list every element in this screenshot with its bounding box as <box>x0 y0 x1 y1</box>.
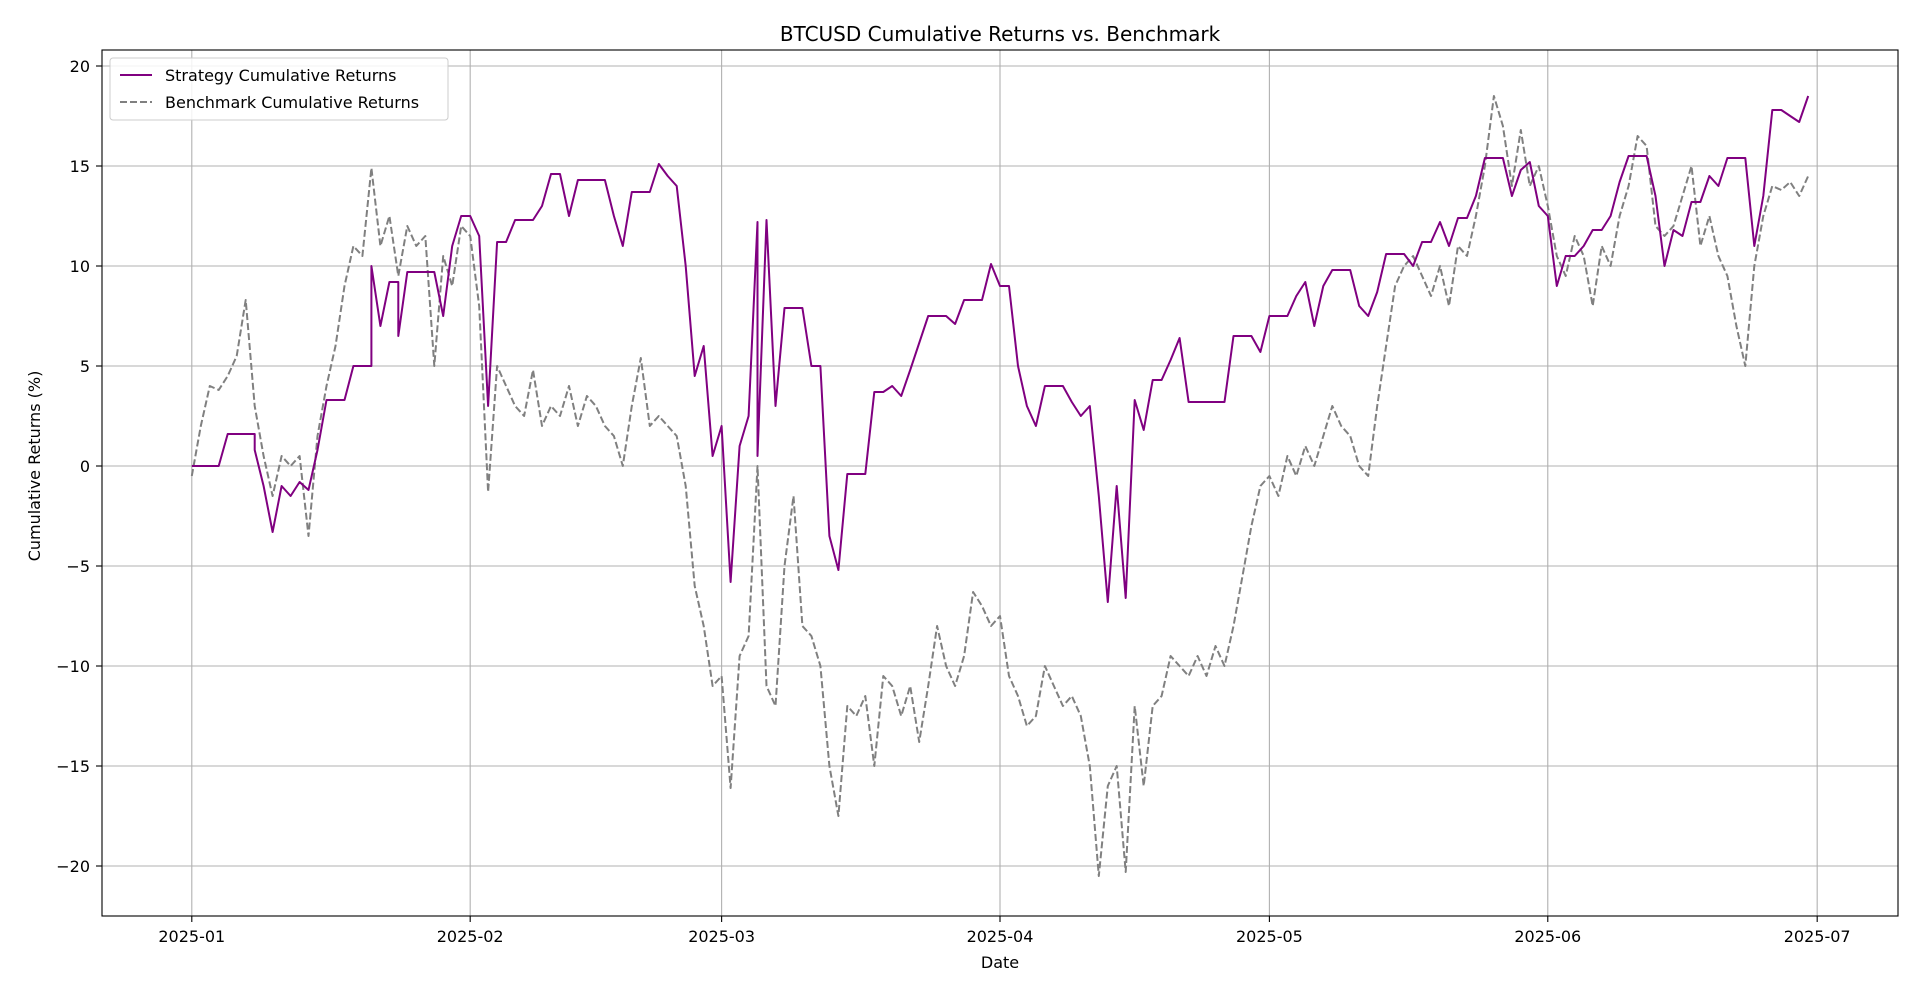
y-axis-title: Cumulative Returns (%) <box>25 371 44 562</box>
y-tick-label: −10 <box>56 657 90 676</box>
y-tick-label: 5 <box>80 357 90 376</box>
series-line-strategy <box>191 95 1810 603</box>
series-line-benchmark <box>190 95 1810 877</box>
legend-label-benchmark: Benchmark Cumulative Returns <box>165 93 419 112</box>
y-tick-label: 0 <box>80 457 90 476</box>
y-axis: −20 −15 −10 −5 0 5 10 15 20 <box>56 57 102 876</box>
y-tick-label: −15 <box>56 757 90 776</box>
y-tick-label: −5 <box>66 557 90 576</box>
legend-label-strategy: Strategy Cumulative Returns <box>165 66 396 85</box>
legend: Strategy Cumulative Returns Benchmark Cu… <box>109 57 449 121</box>
x-tick-label: 2025-01 <box>158 927 225 946</box>
x-tick-label: 2025-03 <box>688 927 755 946</box>
y-tick-label: −20 <box>56 857 90 876</box>
y-tick-label: 10 <box>70 257 90 276</box>
x-tick-label: 2025-04 <box>967 927 1034 946</box>
y-tick-label: 15 <box>70 157 90 176</box>
x-axis-title: Date <box>981 953 1019 972</box>
x-tick-label: 2025-06 <box>1514 927 1581 946</box>
legend-box <box>109 57 449 121</box>
x-tick-label: 2025-07 <box>1784 927 1851 946</box>
x-tick-label: 2025-05 <box>1236 927 1303 946</box>
series-layer <box>190 95 1810 877</box>
y-tick-label: 20 <box>70 57 90 76</box>
x-tick-label: 2025-02 <box>437 927 504 946</box>
x-axis: 2025-01 2025-02 2025-03 2025-04 2025-05 2025-… <box>158 916 1851 946</box>
grid-lines <box>102 50 1898 916</box>
chart-title: BTCUSD Cumulative Returns vs. Benchmark <box>780 22 1221 46</box>
